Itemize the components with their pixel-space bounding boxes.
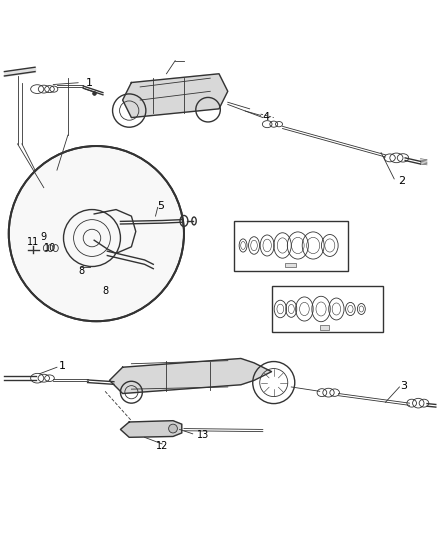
Text: 9: 9: [41, 232, 47, 242]
Text: 13: 13: [197, 430, 209, 440]
Bar: [285, 263, 296, 268]
Text: 11: 11: [27, 237, 39, 247]
Bar: [234, 221, 348, 271]
Circle shape: [9, 146, 184, 321]
Text: 12: 12: [156, 441, 168, 451]
Bar: [272, 286, 383, 332]
Polygon shape: [120, 421, 182, 437]
Text: 10: 10: [44, 243, 57, 253]
Text: 8: 8: [102, 286, 108, 296]
Bar: [320, 325, 329, 329]
Text: 6: 6: [275, 321, 281, 332]
Text: 7: 7: [238, 257, 244, 268]
Polygon shape: [110, 359, 272, 393]
Polygon shape: [123, 74, 228, 118]
Text: 4: 4: [263, 112, 270, 122]
Text: 2: 2: [399, 176, 406, 186]
Text: 5: 5: [158, 201, 165, 211]
Text: 1: 1: [59, 361, 66, 372]
Text: 3: 3: [400, 381, 407, 391]
Text: 1: 1: [85, 77, 92, 87]
Text: 8: 8: [78, 266, 84, 276]
Circle shape: [169, 424, 177, 433]
